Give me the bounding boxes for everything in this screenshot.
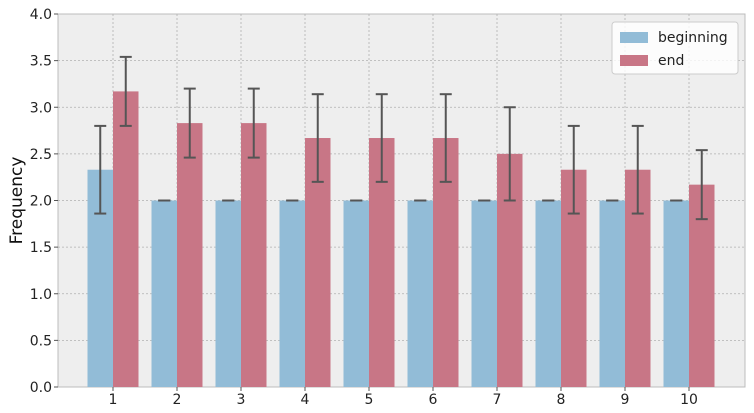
y-axis-label: Frequency <box>7 157 27 245</box>
bar-beginning-8 <box>535 200 561 387</box>
x-tick-label: 2 <box>173 392 182 408</box>
y-tick-label: 2.0 <box>30 194 52 210</box>
x-tick-label: 8 <box>557 392 566 408</box>
bar-end-2 <box>177 123 203 387</box>
y-tick-label: 0.0 <box>30 380 52 396</box>
error-bar-end-4 <box>311 93 324 183</box>
x-axis-ticks: 1 2 3 4 5 6 7 8 9 10 <box>109 387 698 408</box>
error-bar-beginning-1 <box>94 124 107 215</box>
x-tick-label: 4 <box>301 392 310 408</box>
error-bar-end-8 <box>567 124 580 215</box>
bar-beginning-6 <box>407 200 433 387</box>
error-bar-end-9 <box>631 124 644 215</box>
x-tick-label: 7 <box>493 392 502 408</box>
y-tick-label: 1.5 <box>30 240 52 256</box>
y-tick-label: 1.0 <box>30 287 52 303</box>
error-bar-end-3 <box>247 87 260 159</box>
y-axis-ticks: 0.0 0.5 1.0 1.5 2.0 2.5 3.0 3.5 4.0 <box>30 7 58 396</box>
y-tick-label: 3.5 <box>30 54 52 70</box>
y-tick-label: 4.0 <box>30 7 52 23</box>
bar-beginning-4 <box>279 200 305 387</box>
x-tick-label: 3 <box>237 392 246 408</box>
bar-end-1 <box>113 91 139 388</box>
legend-label-end: end <box>658 53 684 69</box>
error-bar-end-1 <box>119 55 132 127</box>
y-tick-label: 0.5 <box>30 333 52 349</box>
x-tick-label: 10 <box>680 392 698 408</box>
bar-beginning-9 <box>599 200 625 387</box>
x-tick-label: 6 <box>429 392 438 408</box>
legend-swatch-end <box>620 55 648 66</box>
x-tick-label: 1 <box>109 392 118 408</box>
error-bar-end-5 <box>375 93 388 183</box>
bar-beginning-3 <box>215 200 241 387</box>
bar-beginning-5 <box>343 200 369 387</box>
x-tick-label: 9 <box>621 392 630 408</box>
bar-beginning-2 <box>151 200 177 387</box>
legend-label-beginning: beginning <box>658 30 728 46</box>
y-tick-label: 3.0 <box>30 100 52 116</box>
error-bar-end-7 <box>503 106 516 202</box>
bar-end-3 <box>241 123 267 387</box>
bar-beginning-7 <box>471 200 497 387</box>
error-bars <box>94 55 708 221</box>
error-bar-end-6 <box>439 93 452 183</box>
x-tick-label: 5 <box>365 392 374 408</box>
error-bar-end-2 <box>183 87 196 159</box>
error-bar-end-10 <box>695 149 708 221</box>
bar-beginning-10 <box>663 200 689 387</box>
legend: beginning end <box>611 21 739 75</box>
y-tick-label: 2.5 <box>30 147 52 163</box>
legend-swatch-beginning <box>620 32 648 43</box>
